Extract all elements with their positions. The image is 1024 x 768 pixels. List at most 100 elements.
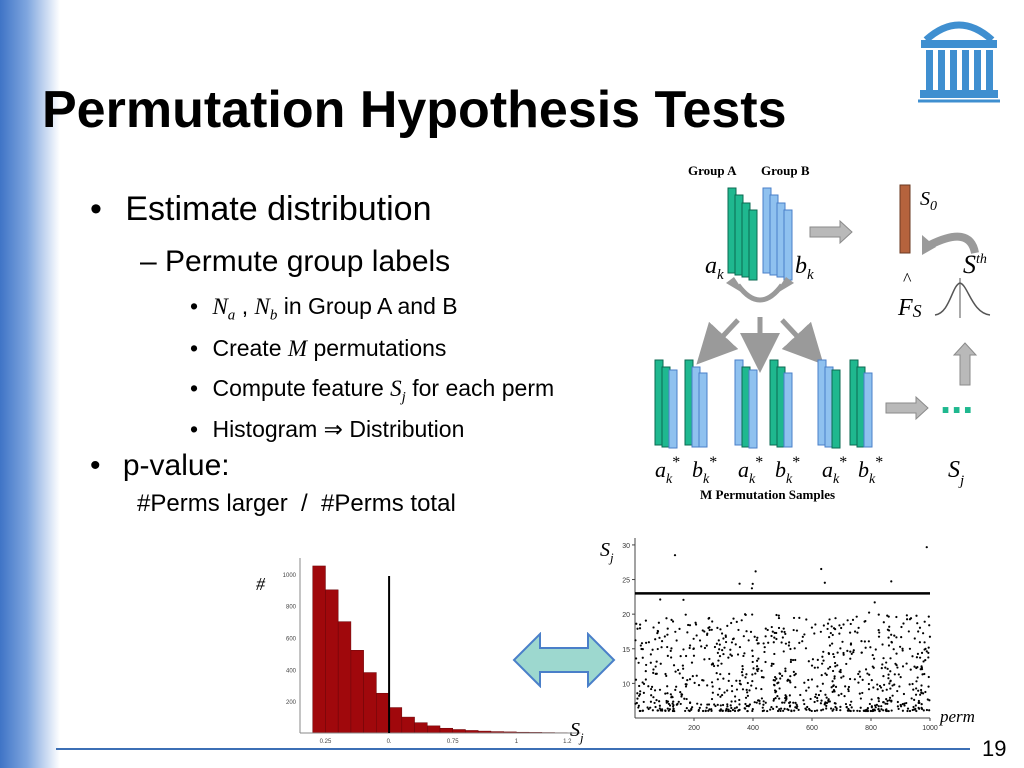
scatter-point bbox=[678, 672, 681, 675]
scatter-point bbox=[823, 703, 826, 706]
scatter-point bbox=[905, 618, 909, 621]
scatter-point bbox=[789, 647, 792, 651]
scatter-point bbox=[775, 637, 778, 641]
scatter-point bbox=[830, 686, 833, 689]
scatter-point bbox=[801, 640, 804, 643]
scatter-point bbox=[642, 682, 646, 685]
scatter-point bbox=[881, 643, 884, 646]
scatter-point bbox=[656, 630, 660, 633]
scatter-point bbox=[779, 709, 782, 713]
scatter-point bbox=[810, 678, 814, 681]
scatter-point bbox=[751, 680, 754, 683]
scatter-point bbox=[655, 660, 658, 663]
scatter-point bbox=[890, 700, 893, 703]
scatter-point bbox=[680, 695, 683, 698]
scatter-point bbox=[877, 635, 881, 638]
scatter-y-symbol: Sj bbox=[600, 539, 614, 565]
scatter-point bbox=[710, 708, 713, 711]
bullet-create: • Create M permutations bbox=[190, 335, 446, 362]
hist-x-tick-label: 0.75 bbox=[447, 739, 459, 745]
scatter-point bbox=[825, 696, 828, 699]
scatter-point bbox=[863, 709, 866, 712]
scatter-point bbox=[668, 704, 672, 707]
scatter-point bbox=[922, 692, 925, 695]
scatter-point bbox=[673, 554, 677, 557]
scatter-point bbox=[688, 644, 692, 647]
scatter-point bbox=[650, 687, 653, 691]
scatter-x-tick-label: 200 bbox=[688, 725, 700, 732]
scatter-point bbox=[703, 646, 707, 650]
scatter-point bbox=[870, 679, 873, 682]
scatter-point bbox=[719, 673, 722, 676]
scatter-point bbox=[898, 685, 901, 688]
scatter-point bbox=[847, 688, 850, 691]
scatter-point bbox=[644, 641, 648, 644]
scatter-point bbox=[700, 645, 703, 648]
scatter-point bbox=[908, 709, 912, 713]
scatter-point bbox=[703, 658, 706, 661]
scatter-point bbox=[788, 641, 791, 644]
scatter-point bbox=[725, 707, 728, 711]
scatter-point bbox=[788, 679, 791, 682]
scatter-point bbox=[751, 613, 754, 616]
scatter-point bbox=[819, 630, 822, 633]
scatter-point bbox=[772, 662, 775, 666]
bullet-estimate: • Estimate distribution bbox=[90, 190, 432, 229]
math-b: b bbox=[269, 307, 278, 324]
scatter-point bbox=[788, 694, 791, 697]
scatter-point bbox=[784, 670, 787, 673]
math-N2: N bbox=[254, 294, 270, 319]
scatter-point bbox=[721, 649, 724, 652]
scatter-point bbox=[780, 630, 783, 633]
scatter-point bbox=[845, 705, 848, 709]
scatter-point bbox=[827, 700, 830, 703]
scatter-point bbox=[829, 631, 832, 635]
arrow-right-top bbox=[809, 219, 853, 245]
scatter-point bbox=[905, 701, 908, 705]
scatter-point bbox=[746, 709, 749, 713]
scatter-point bbox=[911, 708, 914, 712]
scatter-point bbox=[671, 702, 674, 705]
scatter-point bbox=[845, 662, 848, 666]
scatter-point bbox=[741, 674, 744, 677]
scatter-point bbox=[885, 708, 888, 711]
scatter-point bbox=[686, 631, 689, 634]
scatter-point bbox=[872, 657, 876, 660]
ak-label: ak bbox=[705, 253, 724, 283]
scatter-point bbox=[856, 709, 859, 712]
scatter-point bbox=[901, 647, 904, 650]
scatter-point bbox=[856, 631, 859, 634]
scatter-point bbox=[635, 657, 638, 660]
scatter-point bbox=[642, 700, 645, 704]
scatter-point bbox=[831, 680, 834, 683]
scatter-point bbox=[838, 632, 841, 635]
scatter-point bbox=[844, 702, 848, 706]
scatter-point bbox=[751, 673, 754, 676]
scatter-point bbox=[665, 699, 668, 703]
perm-sample-1 bbox=[654, 359, 708, 449]
scatter-point bbox=[773, 675, 777, 679]
scatter-point bbox=[718, 648, 721, 651]
scatter-point bbox=[718, 643, 721, 646]
scatter-point bbox=[816, 666, 819, 669]
scatter-point bbox=[716, 664, 720, 667]
scatter-point bbox=[773, 684, 776, 687]
scatter-point bbox=[864, 709, 868, 713]
scatter-point bbox=[820, 699, 823, 702]
scatter-point bbox=[900, 625, 903, 629]
scatter-point bbox=[636, 627, 639, 630]
scatter-point bbox=[690, 707, 693, 710]
scatter-point bbox=[666, 645, 669, 649]
bullet-dot: • bbox=[190, 375, 199, 401]
scatter-point bbox=[770, 664, 773, 667]
scatter-point bbox=[887, 644, 891, 647]
scatter-point bbox=[746, 691, 749, 694]
double-arrow-icon bbox=[512, 632, 616, 688]
scatter-point bbox=[824, 672, 827, 675]
hist-bar bbox=[376, 692, 390, 734]
scatter-point bbox=[728, 672, 731, 676]
hist-x-tick-label: 1.2 bbox=[563, 739, 572, 745]
scatter-point bbox=[730, 706, 733, 710]
scatter-point bbox=[654, 665, 657, 668]
scatter-point bbox=[830, 625, 833, 628]
